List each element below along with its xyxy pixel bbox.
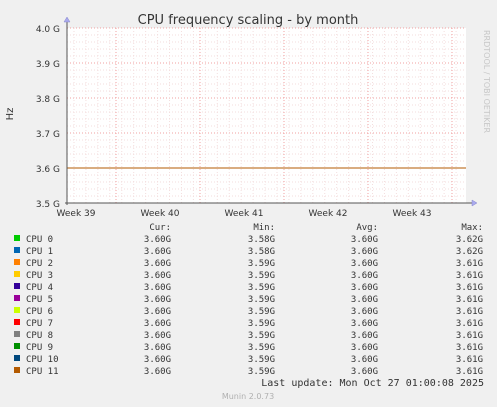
- legend-value-avg: 3.60G: [351, 331, 378, 341]
- legend-value-max: 3.61G: [456, 343, 483, 353]
- y-tick-label: 3.6 G: [36, 165, 60, 175]
- legend-value-min: 3.58G: [248, 235, 275, 245]
- legend-value-avg: 3.60G: [351, 247, 378, 257]
- legend-value-avg: 3.60G: [351, 367, 378, 377]
- legend-value-min: 3.59G: [248, 259, 275, 269]
- legend-value-max: 3.61G: [456, 283, 483, 293]
- legend-value-min: 3.59G: [248, 367, 275, 377]
- legend-swatch: [14, 355, 20, 361]
- y-axis-arrow: [63, 16, 71, 23]
- y-axis-label: Hz: [5, 108, 16, 121]
- legend-series-name: CPU 7: [26, 319, 53, 329]
- legend-value-min: 3.59G: [248, 319, 275, 329]
- legend-value-min: 3.59G: [248, 307, 275, 317]
- legend-series-name: CPU 9: [26, 343, 53, 353]
- legend-value-cur: 3.60G: [144, 307, 171, 317]
- legend-value-cur: 3.60G: [144, 355, 171, 365]
- legend-series-name: CPU 6: [26, 307, 53, 317]
- legend-value-min: 3.59G: [248, 283, 275, 293]
- legend-value-cur: 3.60G: [144, 283, 171, 293]
- legend-value-cur: 3.60G: [144, 271, 171, 281]
- legend-value-max: 3.61G: [456, 367, 483, 377]
- legend-value-avg: 3.60G: [351, 307, 378, 317]
- chart-title: CPU frequency scaling - by month: [138, 13, 359, 28]
- munin-version: Munin 2.0.73: [222, 392, 274, 401]
- legend-value-max: 3.62G: [456, 235, 483, 245]
- legend-swatch: [14, 307, 20, 313]
- legend-swatch: [14, 259, 20, 265]
- legend-value-cur: 3.60G: [144, 295, 171, 305]
- legend-value-max: 3.61G: [456, 355, 483, 365]
- legend-value-avg: 3.60G: [351, 319, 378, 329]
- y-tick-label: 3.5 G: [36, 200, 60, 210]
- legend-swatch: [14, 271, 20, 277]
- legend-value-avg: 3.60G: [351, 259, 378, 269]
- legend-value-cur: 3.60G: [144, 259, 171, 269]
- legend-header: Min:: [253, 223, 275, 233]
- legend-value-min: 3.59G: [248, 343, 275, 353]
- legend-value-max: 3.61G: [456, 331, 483, 341]
- legend-series-name: CPU 10: [26, 355, 59, 365]
- legend-swatch: [14, 235, 20, 241]
- legend-swatch: [14, 343, 20, 349]
- legend-value-avg: 3.60G: [351, 271, 378, 281]
- legend-header: Max:: [461, 223, 483, 233]
- y-tick-label: 4.0 G: [36, 25, 60, 35]
- legend-value-max: 3.61G: [456, 319, 483, 329]
- legend-series-name: CPU 4: [26, 283, 53, 293]
- legend-value-cur: 3.60G: [144, 343, 171, 353]
- x-tick-label: Week 41: [225, 209, 264, 219]
- legend-value-max: 3.62G: [456, 247, 483, 257]
- plot-area: [67, 28, 466, 203]
- legend-value-min: 3.59G: [248, 295, 275, 305]
- legend-value-min: 3.59G: [248, 331, 275, 341]
- x-tick-label: Week 42: [309, 209, 348, 219]
- legend-value-avg: 3.60G: [351, 235, 378, 245]
- x-axis-arrow: [471, 199, 478, 207]
- legend-swatch: [14, 283, 20, 289]
- legend-value-cur: 3.60G: [144, 367, 171, 377]
- legend-value-max: 3.61G: [456, 271, 483, 281]
- x-tick-label: Week 40: [141, 209, 180, 219]
- legend-value-max: 3.61G: [456, 259, 483, 269]
- rrdtool-credit: RRDTOOL / TOBI OETIKER: [482, 30, 491, 133]
- x-tick-label: Week 39: [57, 209, 96, 219]
- legend-value-cur: 3.60G: [144, 235, 171, 245]
- legend-swatch: [14, 247, 20, 253]
- legend-value-min: 3.58G: [248, 247, 275, 257]
- legend-swatch: [14, 367, 20, 373]
- legend-series-name: CPU 3: [26, 271, 53, 281]
- legend-series-name: CPU 2: [26, 259, 53, 269]
- legend-series-name: CPU 5: [26, 295, 53, 305]
- legend-value-cur: 3.60G: [144, 331, 171, 341]
- legend-value-cur: 3.60G: [144, 247, 171, 257]
- legend-value-max: 3.61G: [456, 295, 483, 305]
- legend-value-avg: 3.60G: [351, 295, 378, 305]
- legend-value-avg: 3.60G: [351, 343, 378, 353]
- legend-series-name: CPU 11: [26, 367, 59, 377]
- legend-header: Avg:: [356, 223, 378, 233]
- legend-swatch: [14, 331, 20, 337]
- legend-swatch: [14, 319, 20, 325]
- legend-value-min: 3.59G: [248, 271, 275, 281]
- legend-series-name: CPU 8: [26, 331, 53, 341]
- legend-swatch: [14, 295, 20, 301]
- legend-series-name: CPU 0: [26, 235, 53, 245]
- y-tick-label: 3.9 G: [36, 60, 60, 70]
- x-tick-label: Week 43: [393, 209, 432, 219]
- y-tick-label: 3.8 G: [36, 95, 60, 105]
- legend-value-avg: 3.60G: [351, 355, 378, 365]
- legend-value-min: 3.59G: [248, 355, 275, 365]
- legend-value-cur: 3.60G: [144, 319, 171, 329]
- last-update: Last update: Mon Oct 27 01:00:08 2025: [261, 378, 484, 389]
- legend-header: Cur:: [149, 223, 171, 233]
- y-tick-label: 3.7 G: [36, 130, 60, 140]
- legend-value-avg: 3.60G: [351, 283, 378, 293]
- legend-series-name: CPU 1: [26, 247, 53, 257]
- legend-value-max: 3.61G: [456, 307, 483, 317]
